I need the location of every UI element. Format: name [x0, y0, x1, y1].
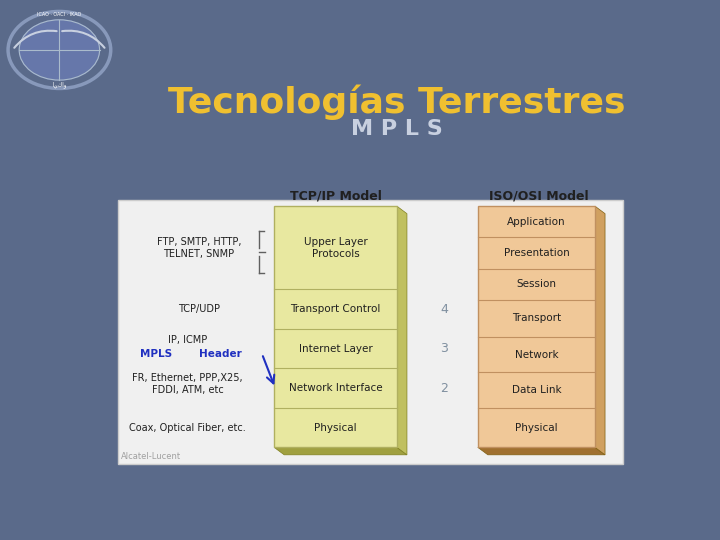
Text: Alcatel-Lucent: Alcatel-Lucent [121, 451, 181, 461]
Text: Session: Session [516, 279, 557, 289]
Text: 3: 3 [441, 342, 449, 355]
Polygon shape [595, 206, 605, 455]
Text: ISO/OSI Model: ISO/OSI Model [490, 190, 589, 202]
Circle shape [19, 20, 99, 80]
Text: Tecnologías Terrestres: Tecnologías Terrestres [168, 84, 626, 120]
Text: 4: 4 [441, 302, 449, 315]
FancyBboxPatch shape [478, 206, 595, 447]
Text: Network: Network [515, 350, 558, 360]
Text: TCP/IP Model: TCP/IP Model [289, 190, 382, 202]
Text: Presentation: Presentation [503, 248, 570, 258]
Text: Upper Layer
Protocols: Upper Layer Protocols [304, 237, 367, 259]
Polygon shape [274, 447, 407, 455]
Text: FR, Ethernet, PPP,X25,
FDDI, ATM, etc: FR, Ethernet, PPP,X25, FDDI, ATM, etc [132, 373, 243, 395]
Text: TCP/UDP: TCP/UDP [178, 304, 220, 314]
Text: 2: 2 [441, 382, 449, 395]
Text: Physical: Physical [314, 423, 357, 433]
Text: Network Interface: Network Interface [289, 383, 382, 393]
Text: Transport: Transport [512, 313, 561, 323]
FancyBboxPatch shape [274, 206, 397, 447]
Text: FTP, SMTP, HTTP,
TELNET, SNMP: FTP, SMTP, HTTP, TELNET, SNMP [156, 237, 241, 259]
Polygon shape [397, 206, 407, 455]
Text: Transport Control: Transport Control [290, 304, 381, 314]
FancyBboxPatch shape [118, 200, 623, 464]
Text: MPLS: MPLS [140, 349, 172, 359]
Text: Header: Header [199, 349, 242, 359]
Text: M P L S: M P L S [351, 119, 443, 139]
Text: Coax, Optical Fiber, etc.: Coax, Optical Fiber, etc. [130, 423, 246, 433]
Text: Application: Application [507, 217, 566, 227]
Text: Internet Layer: Internet Layer [299, 343, 372, 354]
Text: Physical: Physical [515, 423, 558, 433]
Text: ايكاو: ايكاو [52, 82, 67, 89]
Text: IP, ICMP: IP, ICMP [168, 335, 207, 345]
Polygon shape [478, 447, 605, 455]
Text: ICAO · OACI · IKAO: ICAO · OACI · IKAO [37, 12, 81, 17]
Text: Data Link: Data Link [512, 385, 561, 395]
